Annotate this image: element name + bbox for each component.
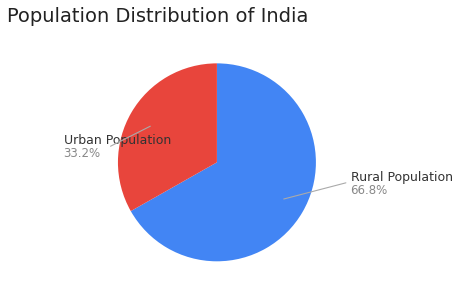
Text: 33.2%: 33.2%	[64, 147, 100, 160]
Text: Population Distribution of India: Population Distribution of India	[7, 7, 308, 26]
Text: Urban Population: Urban Population	[64, 134, 171, 147]
Text: 66.8%: 66.8%	[351, 183, 388, 197]
Text: Rural Population: Rural Population	[351, 171, 453, 184]
Wedge shape	[118, 63, 217, 211]
Wedge shape	[131, 63, 316, 261]
